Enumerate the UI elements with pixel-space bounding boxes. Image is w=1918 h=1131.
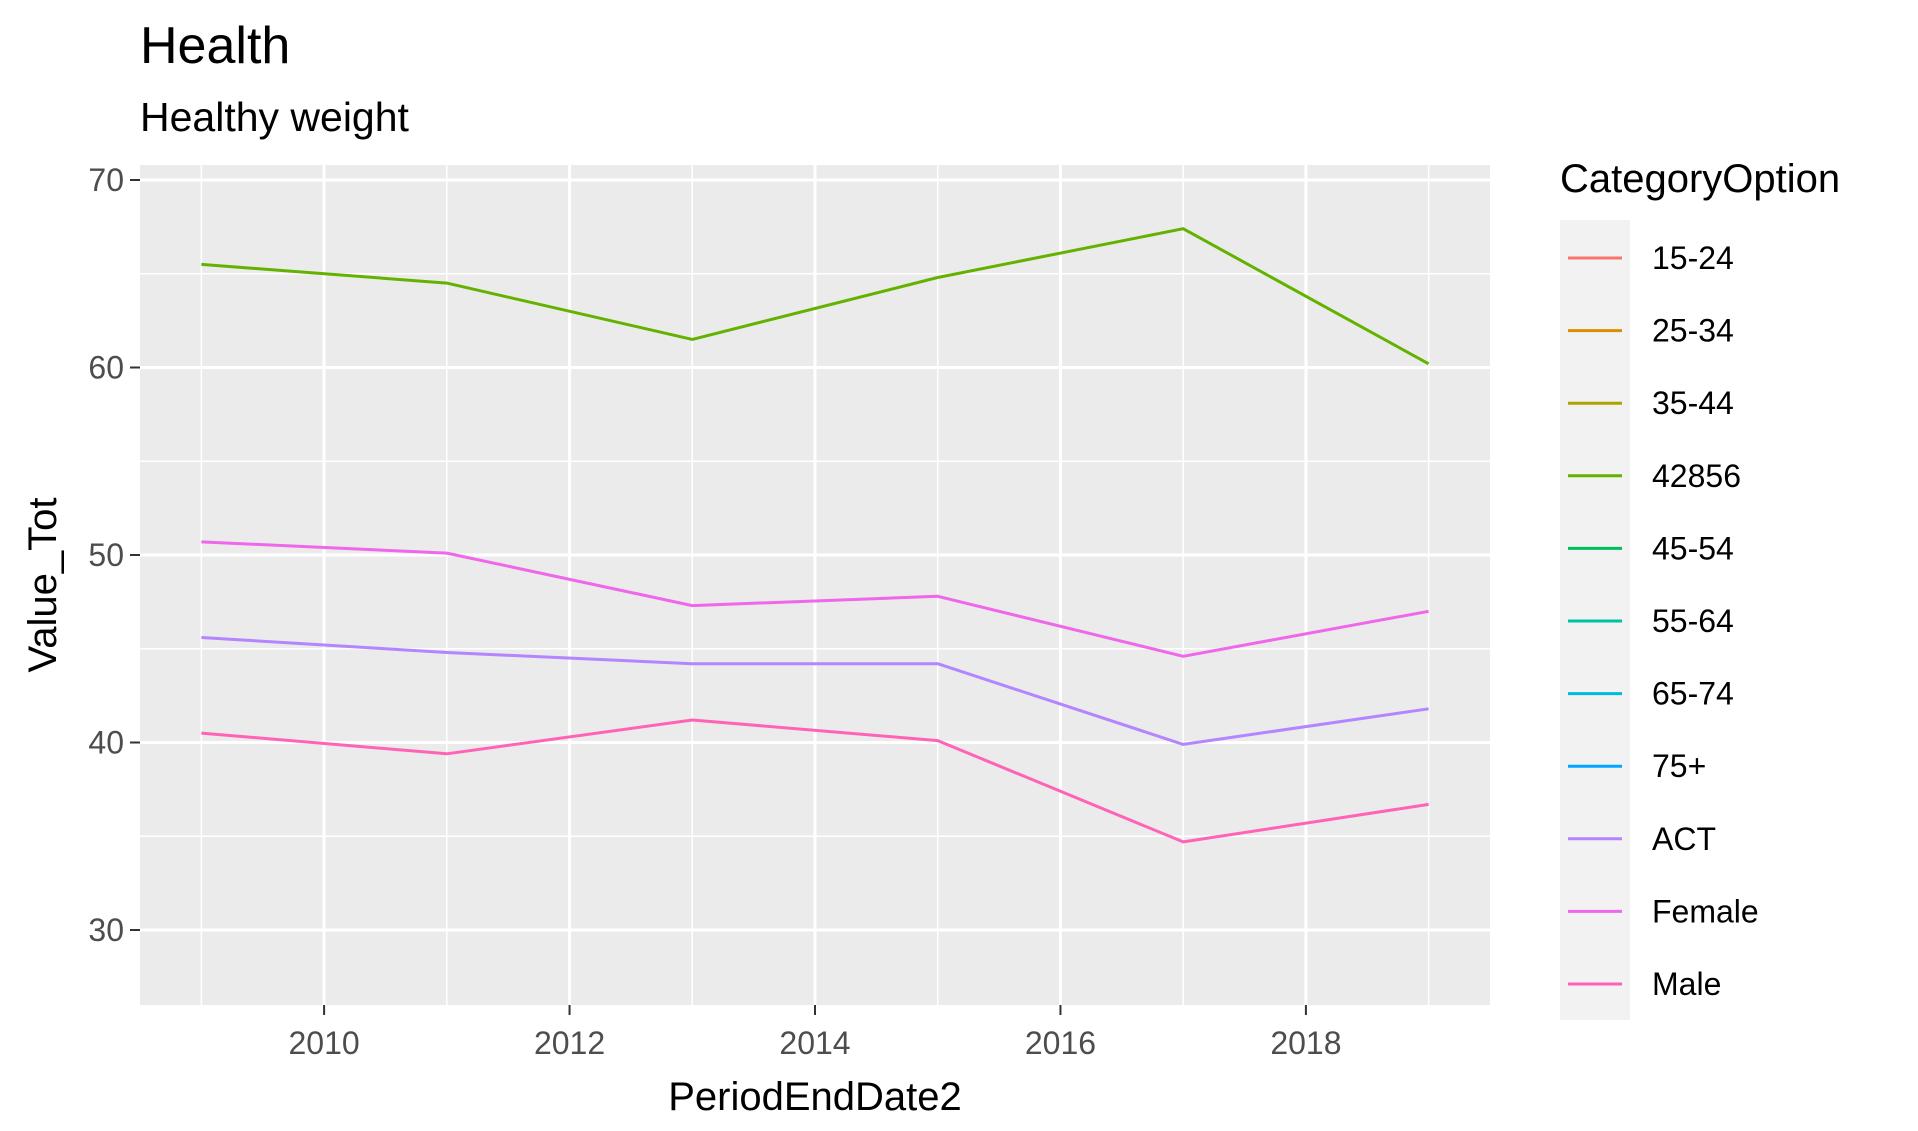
legend-label: 15-24 [1652,240,1734,276]
x-tick-label: 2016 [1025,1025,1096,1061]
series-line-42856 [201,227,1430,366]
series-line-act [201,636,1429,746]
x-tick-label: 2012 [534,1025,605,1061]
x-tick-label: 2018 [1270,1025,1341,1061]
legend-label: 55-64 [1652,603,1734,639]
legend-label: ACT [1652,821,1716,857]
major-gridlines [140,165,1490,1005]
legend-label: 65-74 [1652,676,1734,712]
series-line-female [201,540,1429,658]
legend-label: Female [1652,893,1759,929]
y-tick-label: 50 [88,537,124,573]
y-axis-title: Value_Tot [21,498,65,673]
series-lines [201,227,1430,844]
legend: CategoryOption 15-24 25-34 35-44 42856 45-54… [1560,157,1840,1020]
chart-subtitle: Healthy weight [140,94,410,140]
legend-title: CategoryOption [1560,157,1840,201]
series-line-male [201,718,1429,844]
y-tick-label: 70 [88,162,124,198]
x-tick-label: 2014 [779,1025,850,1061]
y-tick-label: 60 [88,350,124,386]
y-axis: 30 40 50 60 70 [88,162,140,948]
legend-label: 45-54 [1652,530,1734,566]
legend-label: Male [1652,966,1721,1002]
plot-area [140,165,1490,1005]
x-axis: 2010 2012 2014 2016 2018 [288,1005,1342,1061]
legend-label: 35-44 [1652,385,1734,421]
legend-items: 15-24 25-34 35-44 42856 45-54 55-64 65-74 75+ AC… [1568,240,1759,1002]
legend-label: 25-34 [1652,313,1734,349]
legend-label: 42856 [1652,458,1741,494]
x-tick-label: 2010 [288,1025,359,1061]
x-axis-title: PeriodEndDate2 [668,1075,962,1119]
y-tick-label: 40 [88,725,124,761]
y-tick-label: 30 [88,912,124,948]
chart-title: Health [140,17,290,75]
legend-label: 75+ [1652,748,1706,784]
